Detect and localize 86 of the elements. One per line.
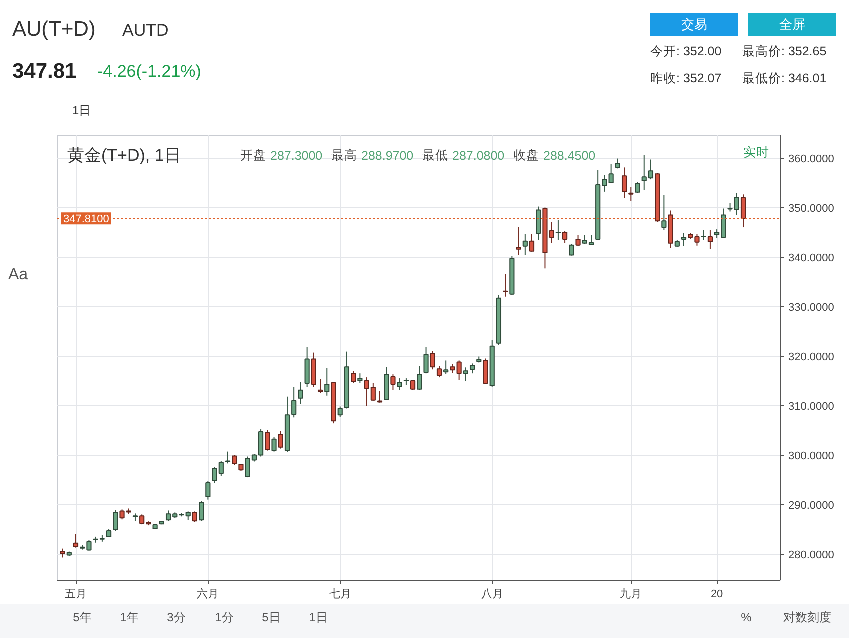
annotation: 实时 [744, 146, 770, 160]
candlestick [225, 451, 231, 464]
x-tick-label: 六月 [197, 588, 220, 600]
text: 1日 [72, 104, 92, 118]
candlestick [576, 234, 581, 247]
annotation: 开盘 287.3000 最高 288.9700 最低 287.0800 收盘 288.4500 [240, 148, 596, 163]
x-tick-label: 九月 [620, 588, 642, 600]
candlestick [324, 368, 330, 396]
candlestick [192, 511, 198, 523]
x-tick-label: 八月 [481, 588, 504, 600]
ref-line-label: 347.8100 [64, 214, 110, 226]
candlestick [272, 436, 277, 452]
candlestick [628, 186, 634, 202]
y-tick-label: 310.0000 [788, 400, 834, 413]
candlestick [622, 167, 628, 199]
candlestick [708, 230, 713, 250]
candlestick [503, 274, 508, 298]
text: 3分 [167, 610, 186, 624]
candlestick [701, 230, 706, 241]
candlestick [470, 363, 476, 374]
text: 347.81 [12, 60, 78, 83]
candlestick [318, 378, 324, 394]
annotation: 黄金(T+D), 1日 [68, 146, 182, 165]
y-tick-label: 350.0000 [788, 202, 834, 215]
candlestick [556, 220, 561, 241]
candlestick [424, 346, 429, 374]
candlestick [483, 358, 488, 385]
candlestick [292, 386, 297, 418]
y-tick-label: 330.0000 [788, 302, 834, 314]
y-tick-label: 300.0000 [788, 450, 834, 462]
text: 1分 [215, 610, 234, 624]
text: 5年 [73, 610, 92, 624]
candlestick [410, 380, 416, 391]
candlestick [615, 158, 620, 170]
candlestick [113, 510, 118, 532]
candlestick [569, 244, 574, 256]
y-tick-label: 360.0000 [788, 153, 834, 166]
candlestick [351, 370, 356, 384]
chart-title: AU(T+D) [12, 18, 96, 41]
y-tick-label: 340.0000 [788, 252, 834, 264]
x-tick-label: 七月 [329, 588, 352, 600]
text: 1年 [120, 610, 139, 624]
candlestick [463, 367, 468, 382]
candlestick [73, 534, 79, 548]
candlestick [265, 430, 270, 452]
text: 最高价: 352.65 [742, 44, 827, 58]
candlestick [278, 430, 284, 450]
candlestick [397, 378, 402, 391]
y-tick-label: 280.0000 [788, 549, 834, 562]
candlestick [516, 226, 522, 256]
candlestick [358, 373, 363, 384]
candlestick [444, 360, 449, 375]
text: 对数刻度 [784, 610, 832, 624]
candlestick [740, 194, 746, 228]
text: 1日 [309, 610, 328, 624]
candlestick [635, 182, 640, 194]
x-tick-label: 五月 [65, 588, 88, 600]
candlestick [522, 234, 528, 256]
candlestick [529, 234, 535, 252]
text: Aa [8, 266, 28, 284]
candlestick [662, 194, 667, 231]
candlestick [390, 374, 396, 391]
text: 5日 [262, 610, 281, 624]
candlestick [681, 232, 687, 247]
candlestick [199, 500, 204, 522]
candlestick [377, 390, 383, 404]
text: 全屏 [780, 17, 806, 32]
text: 昨收: 352.07 [650, 72, 722, 86]
candlestick [562, 230, 568, 244]
x-tick-label: 20 [710, 588, 724, 600]
text: -4.26(-1.21%) [98, 62, 202, 81]
candlestick [430, 350, 436, 370]
y-tick-label: 320.0000 [788, 351, 834, 364]
text: 交易 [682, 17, 708, 32]
candlestick [536, 206, 542, 241]
text: 今开: 352.00 [650, 44, 722, 58]
candlestick [298, 382, 304, 405]
candlestick [436, 366, 442, 378]
candlestick [417, 366, 422, 391]
candlestick [232, 454, 238, 466]
candlestick [338, 406, 343, 418]
text: % [741, 610, 752, 624]
chart-subtitle: AUTD [122, 21, 169, 40]
candlestick [206, 480, 211, 500]
text: 最低价: 346.01 [742, 72, 827, 86]
y-tick-label: 290.0000 [788, 500, 834, 512]
